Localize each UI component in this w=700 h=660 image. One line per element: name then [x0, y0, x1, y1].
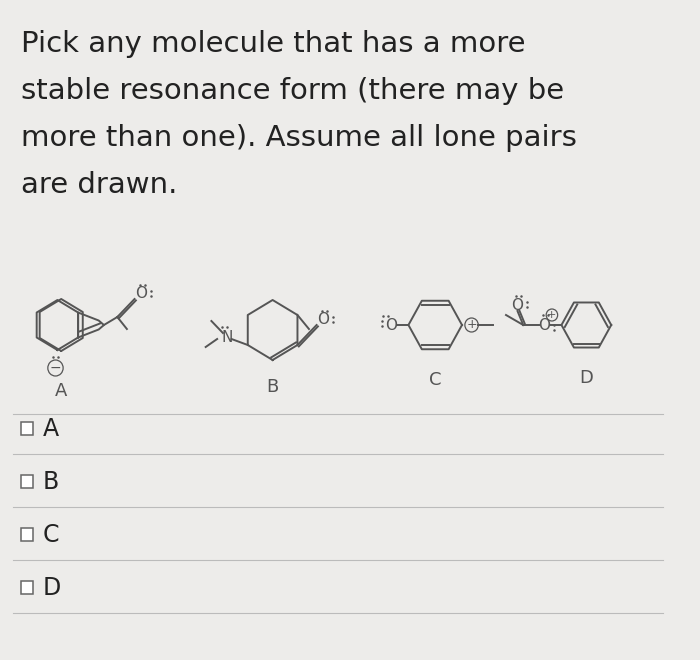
Text: stable resonance form (there may be: stable resonance form (there may be [21, 77, 564, 105]
Text: O: O [317, 312, 329, 327]
Text: O: O [135, 286, 147, 302]
Text: O: O [512, 298, 524, 312]
Text: C: C [429, 371, 442, 389]
Text: more than one). Assume all lone pairs: more than one). Assume all lone pairs [21, 124, 577, 152]
FancyBboxPatch shape [21, 581, 34, 593]
FancyBboxPatch shape [21, 475, 34, 488]
Text: Pick any molecule that has a more: Pick any molecule that has a more [21, 30, 526, 58]
Text: are drawn.: are drawn. [21, 171, 177, 199]
Text: D: D [580, 369, 594, 387]
Text: −: − [50, 361, 62, 375]
FancyBboxPatch shape [21, 527, 34, 541]
Text: O: O [385, 317, 397, 333]
Text: +: + [547, 310, 556, 320]
FancyBboxPatch shape [21, 422, 34, 434]
Text: N: N [221, 329, 232, 345]
Text: D: D [43, 576, 62, 600]
Text: B: B [267, 378, 279, 396]
Text: O: O [538, 317, 550, 333]
Text: A: A [43, 417, 60, 441]
Text: B: B [43, 470, 60, 494]
Text: +: + [466, 319, 477, 331]
Text: A: A [55, 382, 67, 400]
Text: C: C [43, 523, 60, 547]
